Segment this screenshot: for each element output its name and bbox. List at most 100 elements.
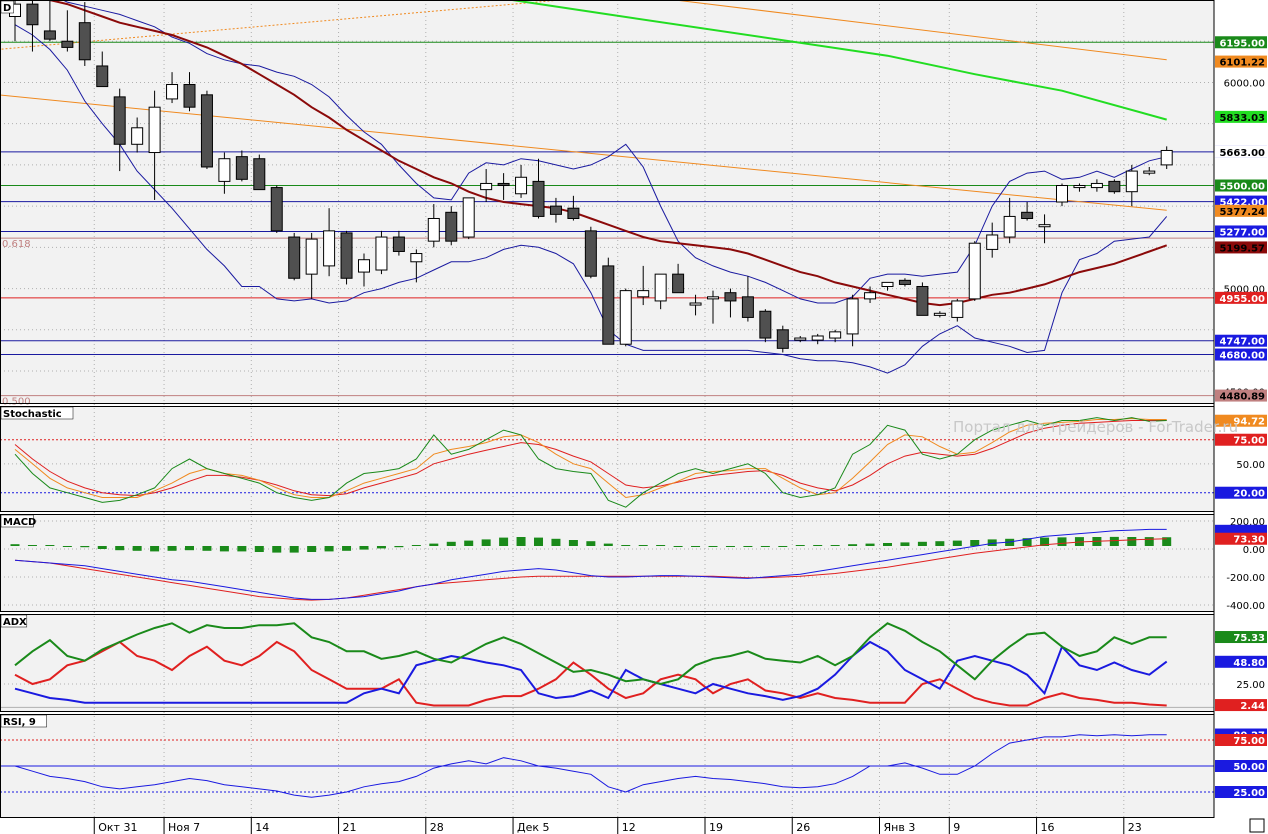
stochastic-value-label: 94.72 xyxy=(1215,414,1267,428)
x-axis-label: 28 xyxy=(430,821,444,834)
macd-histogram-bar xyxy=(289,546,299,553)
trendline xyxy=(670,0,1167,61)
candle xyxy=(1160,146,1173,170)
candle xyxy=(427,204,440,248)
macd-histogram-bar xyxy=(1162,537,1172,546)
indicator-value-label-text: 4480.89 xyxy=(1219,392,1265,403)
candle-body xyxy=(340,232,353,279)
macd-histogram-bar xyxy=(970,540,980,546)
candle xyxy=(1003,197,1016,244)
macd-histogram-bar xyxy=(132,546,142,551)
stochastic-value-label-box xyxy=(1215,486,1267,499)
candle-body xyxy=(619,290,632,345)
macd-tick-label: 200.00 xyxy=(1230,517,1265,528)
candle-body xyxy=(1143,170,1156,174)
candle-body xyxy=(707,296,719,300)
candle-body xyxy=(358,259,370,273)
chart-background xyxy=(0,0,1214,818)
candle xyxy=(864,286,877,303)
indicator-value-label-text: 5377.24 xyxy=(1219,207,1265,218)
macd-histogram-bar xyxy=(324,546,334,552)
candle xyxy=(375,230,388,275)
macd-histogram-bar xyxy=(202,546,212,551)
candle-body xyxy=(445,211,458,242)
current-price-label: 5663.00 xyxy=(1215,145,1267,159)
macd-histogram-bar xyxy=(97,546,107,549)
price-level-label-text: 4680.00 xyxy=(1219,351,1265,362)
rsi-value-label-box xyxy=(1215,786,1267,798)
candle-body xyxy=(567,207,580,219)
candle xyxy=(78,2,91,66)
stochastic-tick-label: 50.00 xyxy=(1236,460,1265,471)
candle xyxy=(741,276,754,322)
candle-body xyxy=(1090,182,1103,189)
macd-histogram-bar xyxy=(10,544,20,546)
candle xyxy=(602,257,615,345)
candle-body xyxy=(410,253,423,263)
candle xyxy=(986,222,999,258)
candle-body xyxy=(1003,215,1016,238)
indicator-value-label-box xyxy=(1215,110,1267,123)
price-level-label-box xyxy=(1215,334,1267,347)
macd-histogram-bar xyxy=(760,546,770,547)
candle-body xyxy=(392,236,405,252)
stochastic-panel[interactable]: 50.00 94.72 75.00 20.00 Stochastic xyxy=(0,406,1267,508)
candle xyxy=(183,72,196,112)
candle xyxy=(916,282,929,316)
candle xyxy=(968,241,981,301)
candle xyxy=(515,164,528,198)
macd-histogram-bar xyxy=(673,546,683,547)
macd-tick-label: -400.00 xyxy=(1226,601,1265,612)
indicator-value-label-text: 5199.57 xyxy=(1219,243,1265,254)
stochastic-value-label-box xyxy=(1215,433,1267,446)
indicator-value-label-box xyxy=(1215,204,1267,217)
candle xyxy=(1021,202,1034,221)
x-axis-label: 14 xyxy=(255,821,269,834)
candle-body xyxy=(515,176,528,195)
price-level-label: 4680.00 xyxy=(1215,348,1267,362)
price-panel[interactable]: 6000.005000.004500.000.6180.5006195.0056… xyxy=(0,0,1267,408)
candle xyxy=(846,294,859,347)
candle xyxy=(61,10,74,52)
x-axis: Окт 31 Ноя 7 14 21 28 Дек 5 12 19 26 Янв 3 9 16 23 xyxy=(0,818,1268,834)
macd-panel[interactable]: 200.00 0.00 -200.00 -400.00 73.30 MACD xyxy=(0,514,1267,612)
adx-tick-label: 25.00 xyxy=(1236,680,1265,691)
macd-histogram-bar xyxy=(865,543,875,546)
candle xyxy=(1108,179,1121,194)
macd-histogram-bar xyxy=(795,545,805,546)
candle-body xyxy=(689,302,702,306)
candle-body xyxy=(532,180,545,217)
macd-value-label-box xyxy=(1215,532,1267,545)
macd-histogram-bar xyxy=(237,546,247,552)
bollinger-lower-line xyxy=(14,24,1168,374)
macd-histogram-bar xyxy=(830,545,840,546)
candle xyxy=(323,208,336,277)
price-level-label: 5277.00 xyxy=(1215,225,1267,238)
candle xyxy=(392,230,405,256)
rsi-title-text: RSI, 9 xyxy=(3,717,36,728)
candle xyxy=(148,90,161,200)
rsi-title: RSI, 9 xyxy=(0,714,47,728)
macd-histogram-bar xyxy=(394,546,404,548)
macd-histogram-bar xyxy=(115,546,125,551)
rsi-value-label-box xyxy=(1215,734,1267,746)
adx-value-label-text: 48.80 xyxy=(1233,658,1265,669)
long-moving-average-line xyxy=(505,0,1167,121)
adx-value-label-box xyxy=(1215,699,1267,712)
price-level-label: 4955.00 xyxy=(1215,291,1267,305)
adx-line xyxy=(14,622,1167,686)
macd-histogram-bar xyxy=(254,546,264,552)
price-level-label-box xyxy=(1215,225,1267,238)
candle-body xyxy=(270,187,283,232)
adx-panel[interactable]: 25.00 75.33 48.80 2.44 ADX xyxy=(0,614,1267,712)
candle-body xyxy=(741,296,754,318)
candle-body xyxy=(1038,224,1051,228)
rsi-value-label-box xyxy=(1215,760,1267,772)
macd-histogram-bar xyxy=(1109,536,1119,546)
candle-body xyxy=(253,158,266,191)
macd-value-label: 73.30 xyxy=(1215,532,1267,546)
candle-body xyxy=(1125,170,1138,193)
candle-body xyxy=(166,84,179,100)
rsi-value-label: 50.00 xyxy=(1215,760,1267,773)
